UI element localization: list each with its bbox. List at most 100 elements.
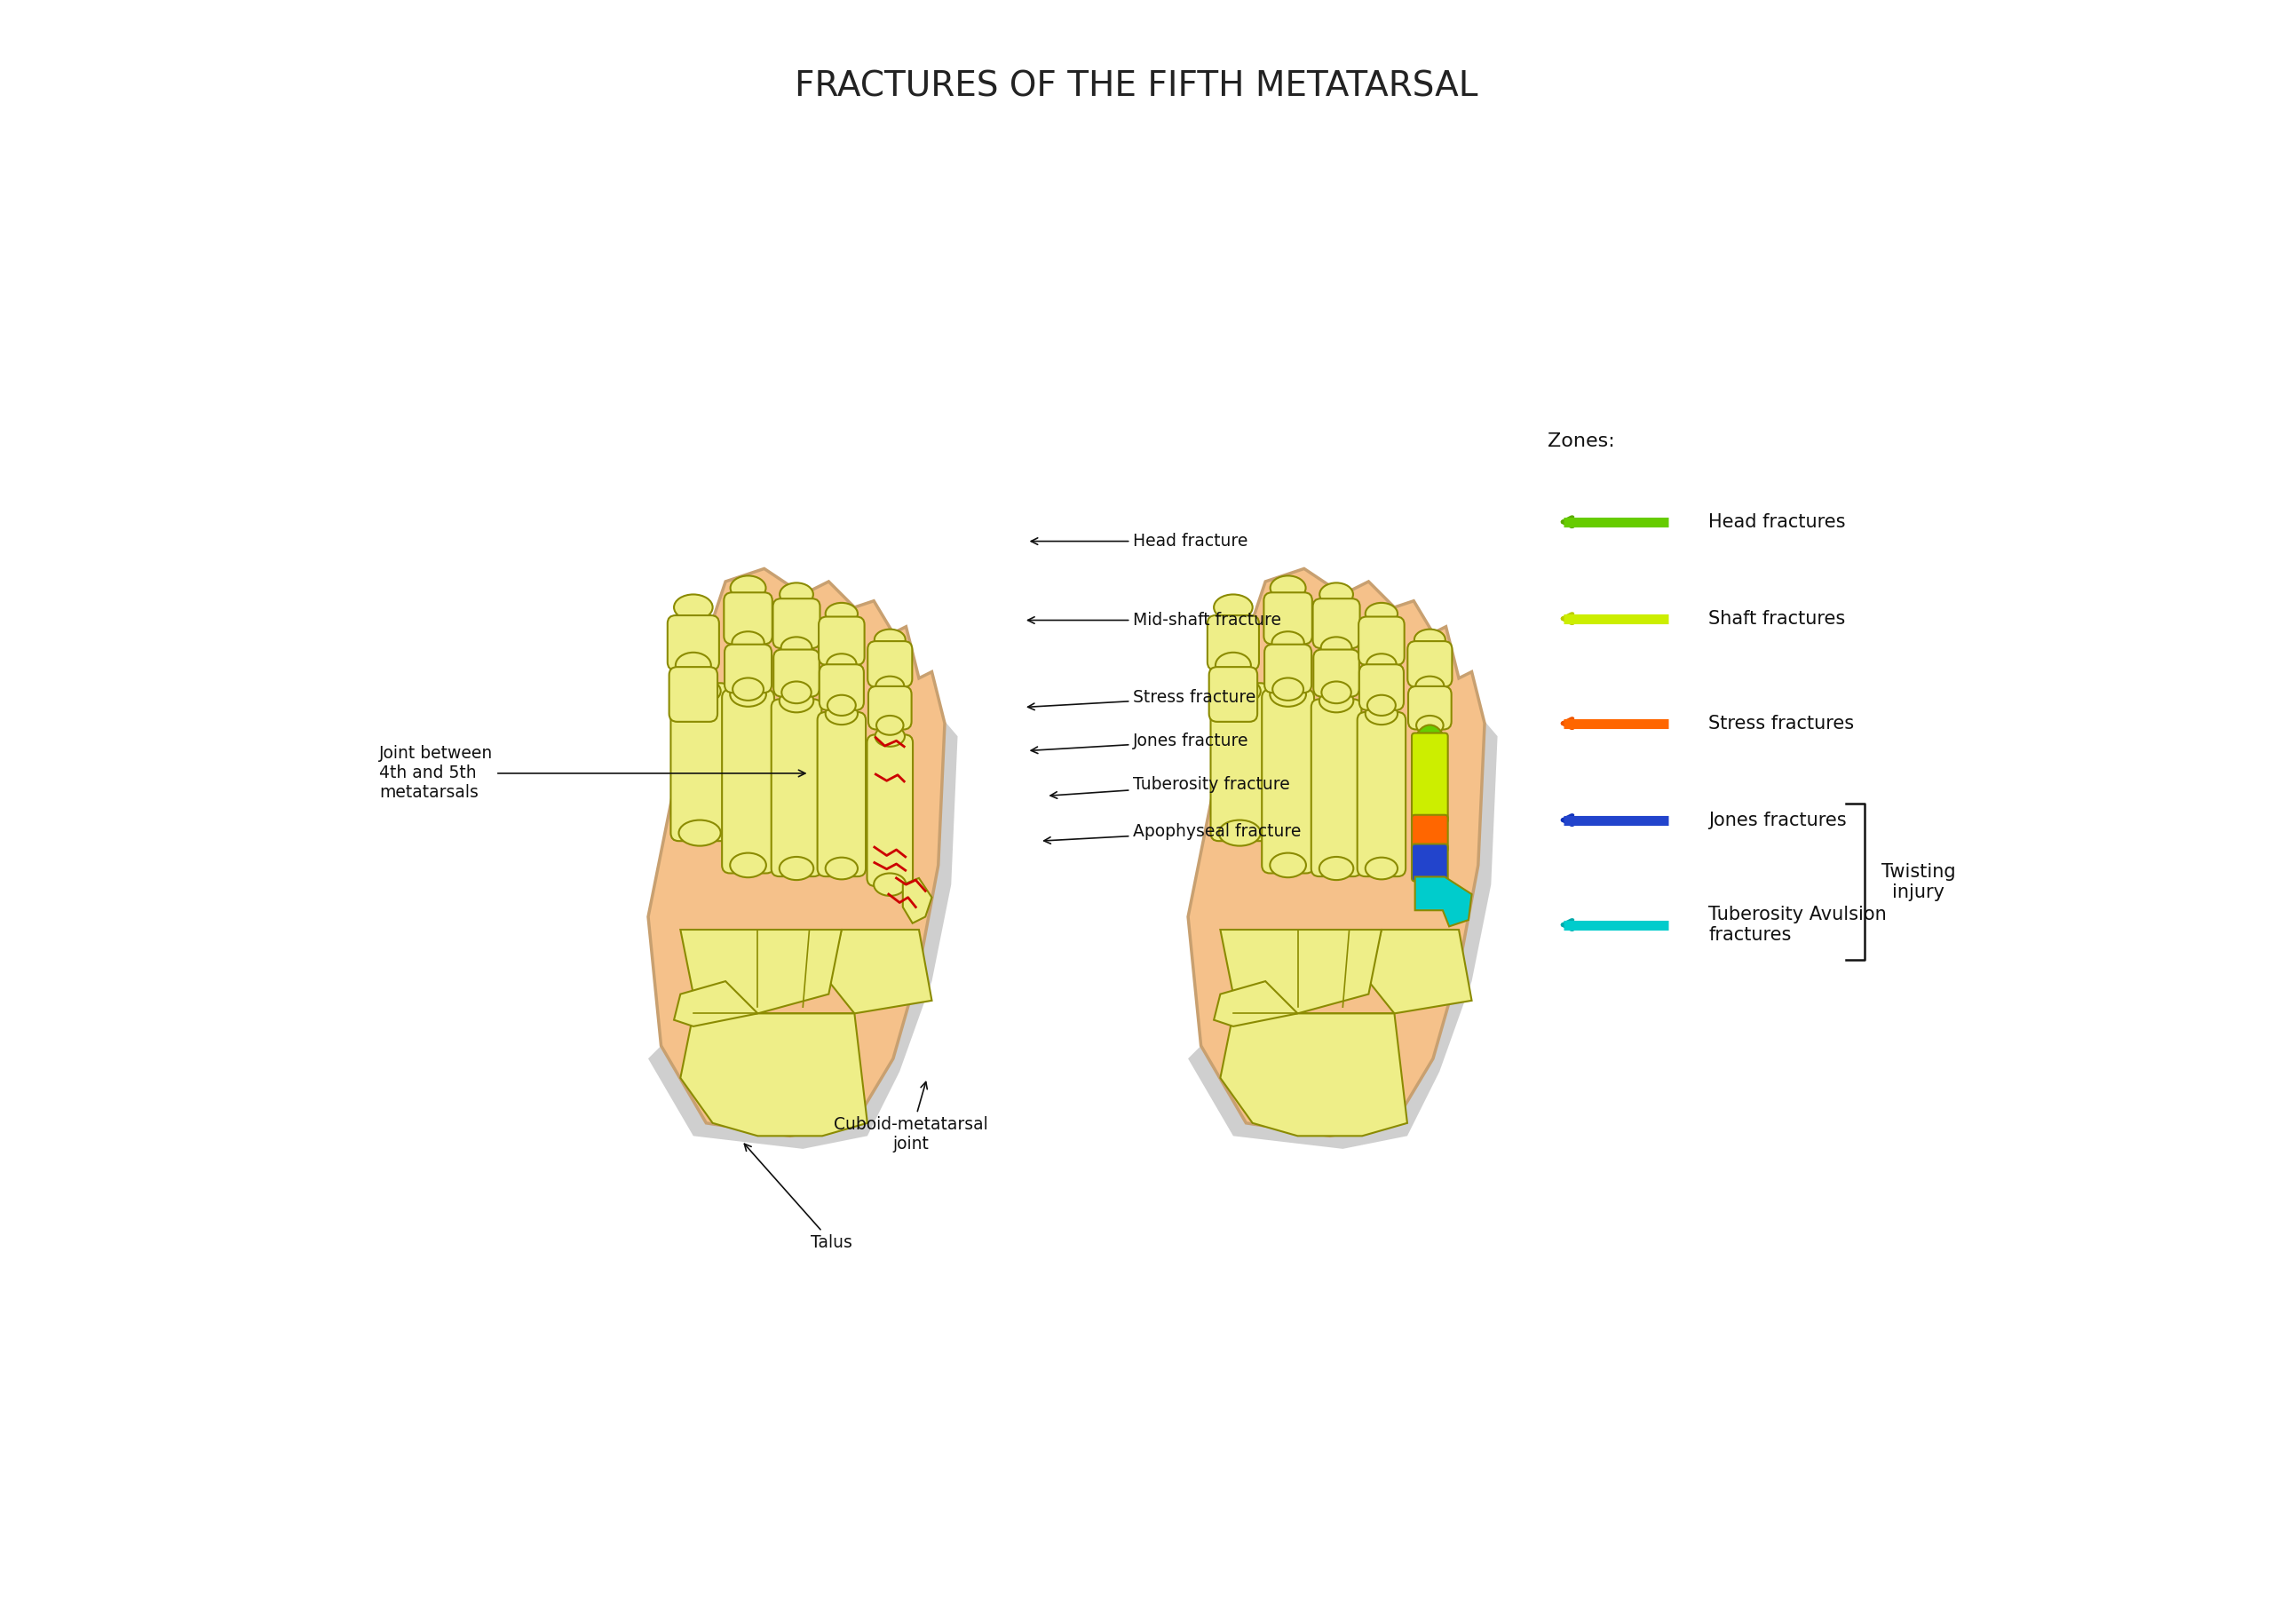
- Polygon shape: [1416, 877, 1471, 926]
- FancyBboxPatch shape: [1409, 687, 1452, 729]
- Ellipse shape: [1321, 637, 1352, 659]
- FancyBboxPatch shape: [1412, 815, 1448, 853]
- FancyBboxPatch shape: [1207, 615, 1259, 671]
- Ellipse shape: [1271, 853, 1307, 877]
- Ellipse shape: [875, 676, 905, 695]
- FancyBboxPatch shape: [723, 593, 773, 645]
- Ellipse shape: [825, 857, 857, 879]
- FancyBboxPatch shape: [771, 700, 821, 877]
- Ellipse shape: [1218, 820, 1262, 846]
- Ellipse shape: [875, 726, 905, 747]
- Ellipse shape: [1366, 603, 1398, 625]
- FancyBboxPatch shape: [1312, 700, 1362, 877]
- FancyBboxPatch shape: [1314, 650, 1359, 697]
- FancyBboxPatch shape: [773, 650, 818, 697]
- Polygon shape: [902, 879, 932, 922]
- Text: Apophyseal fracture: Apophyseal fracture: [1043, 823, 1302, 844]
- Ellipse shape: [680, 679, 721, 705]
- FancyBboxPatch shape: [868, 687, 911, 729]
- Ellipse shape: [730, 682, 766, 706]
- FancyBboxPatch shape: [1359, 617, 1405, 664]
- Ellipse shape: [780, 689, 814, 713]
- Ellipse shape: [877, 716, 902, 736]
- Ellipse shape: [675, 653, 711, 679]
- FancyBboxPatch shape: [1209, 667, 1257, 721]
- Text: Zones:: Zones:: [1548, 432, 1614, 450]
- Ellipse shape: [1366, 703, 1398, 724]
- Ellipse shape: [1216, 653, 1250, 679]
- FancyBboxPatch shape: [1314, 599, 1359, 648]
- Ellipse shape: [875, 628, 905, 650]
- Ellipse shape: [782, 682, 811, 703]
- Ellipse shape: [782, 637, 811, 659]
- FancyBboxPatch shape: [1359, 664, 1405, 710]
- Polygon shape: [1221, 929, 1382, 1013]
- FancyBboxPatch shape: [818, 711, 866, 877]
- Ellipse shape: [1321, 682, 1350, 703]
- FancyBboxPatch shape: [1264, 645, 1312, 693]
- FancyBboxPatch shape: [668, 615, 718, 671]
- Ellipse shape: [732, 677, 764, 700]
- Ellipse shape: [1368, 695, 1396, 716]
- Ellipse shape: [732, 632, 764, 654]
- Text: Talus: Talus: [743, 1143, 852, 1250]
- Text: Jones fractures: Jones fractures: [1709, 810, 1846, 828]
- Ellipse shape: [825, 703, 857, 724]
- Polygon shape: [830, 929, 932, 1013]
- Ellipse shape: [730, 853, 766, 877]
- FancyBboxPatch shape: [1412, 732, 1448, 823]
- FancyBboxPatch shape: [1357, 711, 1405, 877]
- Ellipse shape: [780, 857, 814, 880]
- Text: Shaft fractures: Shaft fractures: [1709, 609, 1846, 627]
- Polygon shape: [1214, 981, 1298, 1026]
- Ellipse shape: [1271, 682, 1307, 706]
- Ellipse shape: [680, 820, 721, 846]
- FancyBboxPatch shape: [818, 617, 864, 664]
- Polygon shape: [1189, 568, 1484, 1135]
- Text: Joint between
4th and 5th
metatarsals: Joint between 4th and 5th metatarsals: [380, 745, 805, 801]
- Polygon shape: [648, 672, 957, 1148]
- Ellipse shape: [1214, 594, 1252, 620]
- FancyBboxPatch shape: [866, 734, 914, 887]
- Ellipse shape: [1414, 628, 1446, 650]
- Polygon shape: [648, 568, 946, 1135]
- Text: Stress fracture: Stress fracture: [1027, 689, 1257, 710]
- Ellipse shape: [1271, 577, 1305, 601]
- Ellipse shape: [827, 695, 855, 716]
- Ellipse shape: [825, 603, 857, 625]
- FancyBboxPatch shape: [1264, 593, 1312, 645]
- Ellipse shape: [730, 577, 766, 601]
- Text: Jones fracture: Jones fracture: [1032, 732, 1250, 754]
- Text: Tuberosity fracture: Tuberosity fracture: [1050, 776, 1291, 799]
- Ellipse shape: [780, 583, 814, 606]
- Ellipse shape: [1366, 857, 1398, 879]
- FancyBboxPatch shape: [725, 645, 771, 693]
- Ellipse shape: [827, 654, 857, 674]
- Text: Head fracture: Head fracture: [1032, 533, 1248, 549]
- Polygon shape: [1221, 1013, 1407, 1135]
- Ellipse shape: [1416, 716, 1443, 736]
- Ellipse shape: [1318, 689, 1352, 713]
- Ellipse shape: [675, 594, 714, 620]
- Text: Cuboid-metatarsal
joint: Cuboid-metatarsal joint: [834, 1082, 989, 1153]
- Polygon shape: [675, 981, 757, 1026]
- FancyBboxPatch shape: [1412, 844, 1448, 882]
- FancyBboxPatch shape: [1212, 684, 1268, 841]
- Text: FRACTURES OF THE FIFTH METATARSAL: FRACTURES OF THE FIFTH METATARSAL: [796, 70, 1477, 104]
- Ellipse shape: [1366, 654, 1396, 674]
- FancyBboxPatch shape: [723, 690, 775, 874]
- FancyBboxPatch shape: [668, 667, 718, 721]
- FancyBboxPatch shape: [773, 599, 821, 648]
- Polygon shape: [680, 929, 841, 1013]
- Ellipse shape: [873, 874, 907, 896]
- Ellipse shape: [1321, 583, 1352, 606]
- Ellipse shape: [1218, 679, 1262, 705]
- FancyBboxPatch shape: [1262, 690, 1314, 874]
- FancyBboxPatch shape: [1407, 641, 1452, 687]
- Text: Head fractures: Head fractures: [1709, 513, 1846, 531]
- Polygon shape: [680, 1013, 868, 1135]
- Text: Twisting
injury: Twisting injury: [1882, 862, 1955, 901]
- Polygon shape: [1368, 929, 1471, 1013]
- Ellipse shape: [1318, 857, 1352, 880]
- FancyBboxPatch shape: [818, 664, 864, 710]
